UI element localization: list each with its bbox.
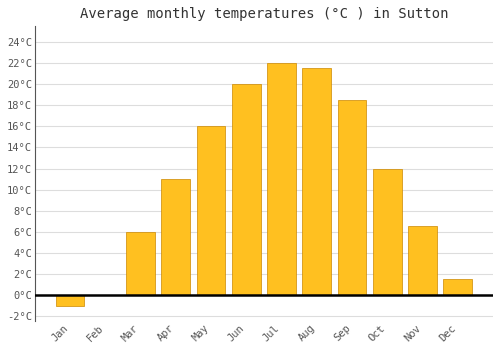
Bar [232,84,260,295]
Bar [56,295,84,306]
Bar [408,226,437,295]
Bar [126,232,155,295]
Title: Average monthly temperatures (°C ) in Sutton: Average monthly temperatures (°C ) in Su… [80,7,448,21]
Bar [444,279,472,295]
Bar [196,126,226,295]
Bar [162,179,190,295]
Bar [338,100,366,295]
Bar [373,169,402,295]
Bar [302,69,331,295]
Bar [267,63,296,295]
